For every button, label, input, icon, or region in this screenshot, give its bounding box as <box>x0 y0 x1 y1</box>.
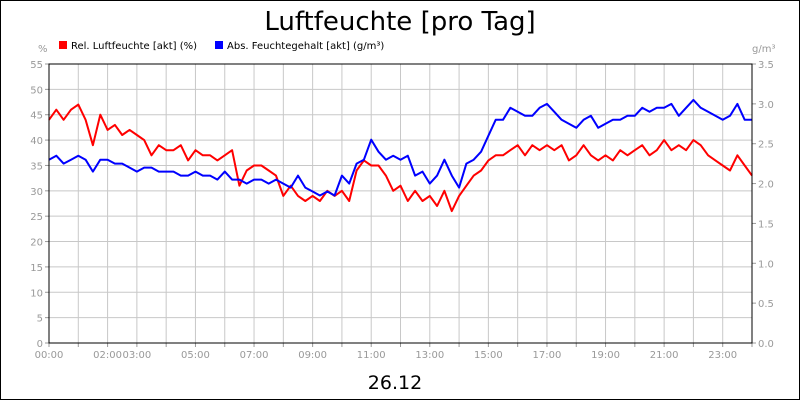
x-tick-label: 11:00 <box>357 350 386 361</box>
legend-swatch-abs <box>215 41 223 49</box>
y-right-tick-label: 0.5 <box>758 299 774 310</box>
x-tick-label: 03:00 <box>122 350 151 361</box>
legend-label-rel: Rel. Luftfeuchte [akt] (%) <box>71 41 197 52</box>
x-tick-label: 19:00 <box>591 350 620 361</box>
plot-area-border <box>48 63 753 344</box>
y-right-tick-label: 3.0 <box>758 100 774 111</box>
y-left-tick-label: 45 <box>30 111 43 122</box>
y-right-tick-label: 2.5 <box>758 140 774 151</box>
y-left-tick-label: 40 <box>30 136 43 147</box>
series-line-rel-humidity <box>48 103 753 213</box>
y-left-tick-label: 50 <box>30 85 43 96</box>
y-right-tick-label: 1.0 <box>758 259 774 270</box>
x-tick-label: 23:00 <box>708 350 737 361</box>
legend-swatch-rel <box>59 41 67 49</box>
y-right-tick-label: 1.5 <box>758 219 774 230</box>
y-left-ticks: 0 5 10 15 20 25 30 35 40 45 50 55 <box>30 60 49 350</box>
y-left-tick-label: 25 <box>30 212 43 223</box>
y-right-tick-label: 0.0 <box>758 339 774 350</box>
y-left-tick-label: 0 <box>37 339 43 350</box>
y-right-unit: g/m³ <box>752 44 775 55</box>
grid <box>48 63 753 344</box>
y-right-tick-label: 3.5 <box>758 60 774 71</box>
y-right-tick-label: 2.0 <box>758 180 774 191</box>
y-left-tick-label: 10 <box>30 288 43 299</box>
legend-label-abs: Abs. Feuchtegehalt [akt] (g/m³) <box>227 41 384 52</box>
x-tick-label: 13:00 <box>415 350 444 361</box>
series-line-abs-humidity <box>48 98 752 197</box>
y-left-tick-label: 15 <box>30 263 43 274</box>
x-ticks: 00:00 02:00 03:00 05:00 07:00 09:00 11:00 13:00… <box>35 343 753 361</box>
x-tick-label: 00:00 <box>35 350 64 361</box>
date-label: 26.12 <box>368 372 422 394</box>
y-left-unit: % <box>38 44 48 55</box>
x-tick-label: 21:00 <box>650 350 679 361</box>
legend: Rel. Luftfeuchte [akt] (%) Abs. Feuchteg… <box>59 41 384 52</box>
y-left-tick-label: 35 <box>30 161 43 172</box>
x-tick-label: 09:00 <box>298 350 327 361</box>
y-left-tick-label: 20 <box>30 238 43 249</box>
y-left-tick-label: 55 <box>30 60 43 71</box>
x-tick-label: 17:00 <box>533 350 562 361</box>
series-layer <box>48 98 753 213</box>
x-tick-label: 07:00 <box>240 350 269 361</box>
y-left-tick-label: 30 <box>30 187 43 198</box>
x-tick-label: 15:00 <box>474 350 503 361</box>
x-tick-label: 02:00 <box>93 350 122 361</box>
y-left-tick-label: 5 <box>37 314 43 325</box>
y-right-ticks: 0.0 0.5 1.0 1.5 2.0 2.5 3.0 3.5 <box>752 60 774 350</box>
x-tick-label: 05:00 <box>181 350 210 361</box>
chart-title: Luftfeuchte [pro Tag] <box>264 7 535 37</box>
